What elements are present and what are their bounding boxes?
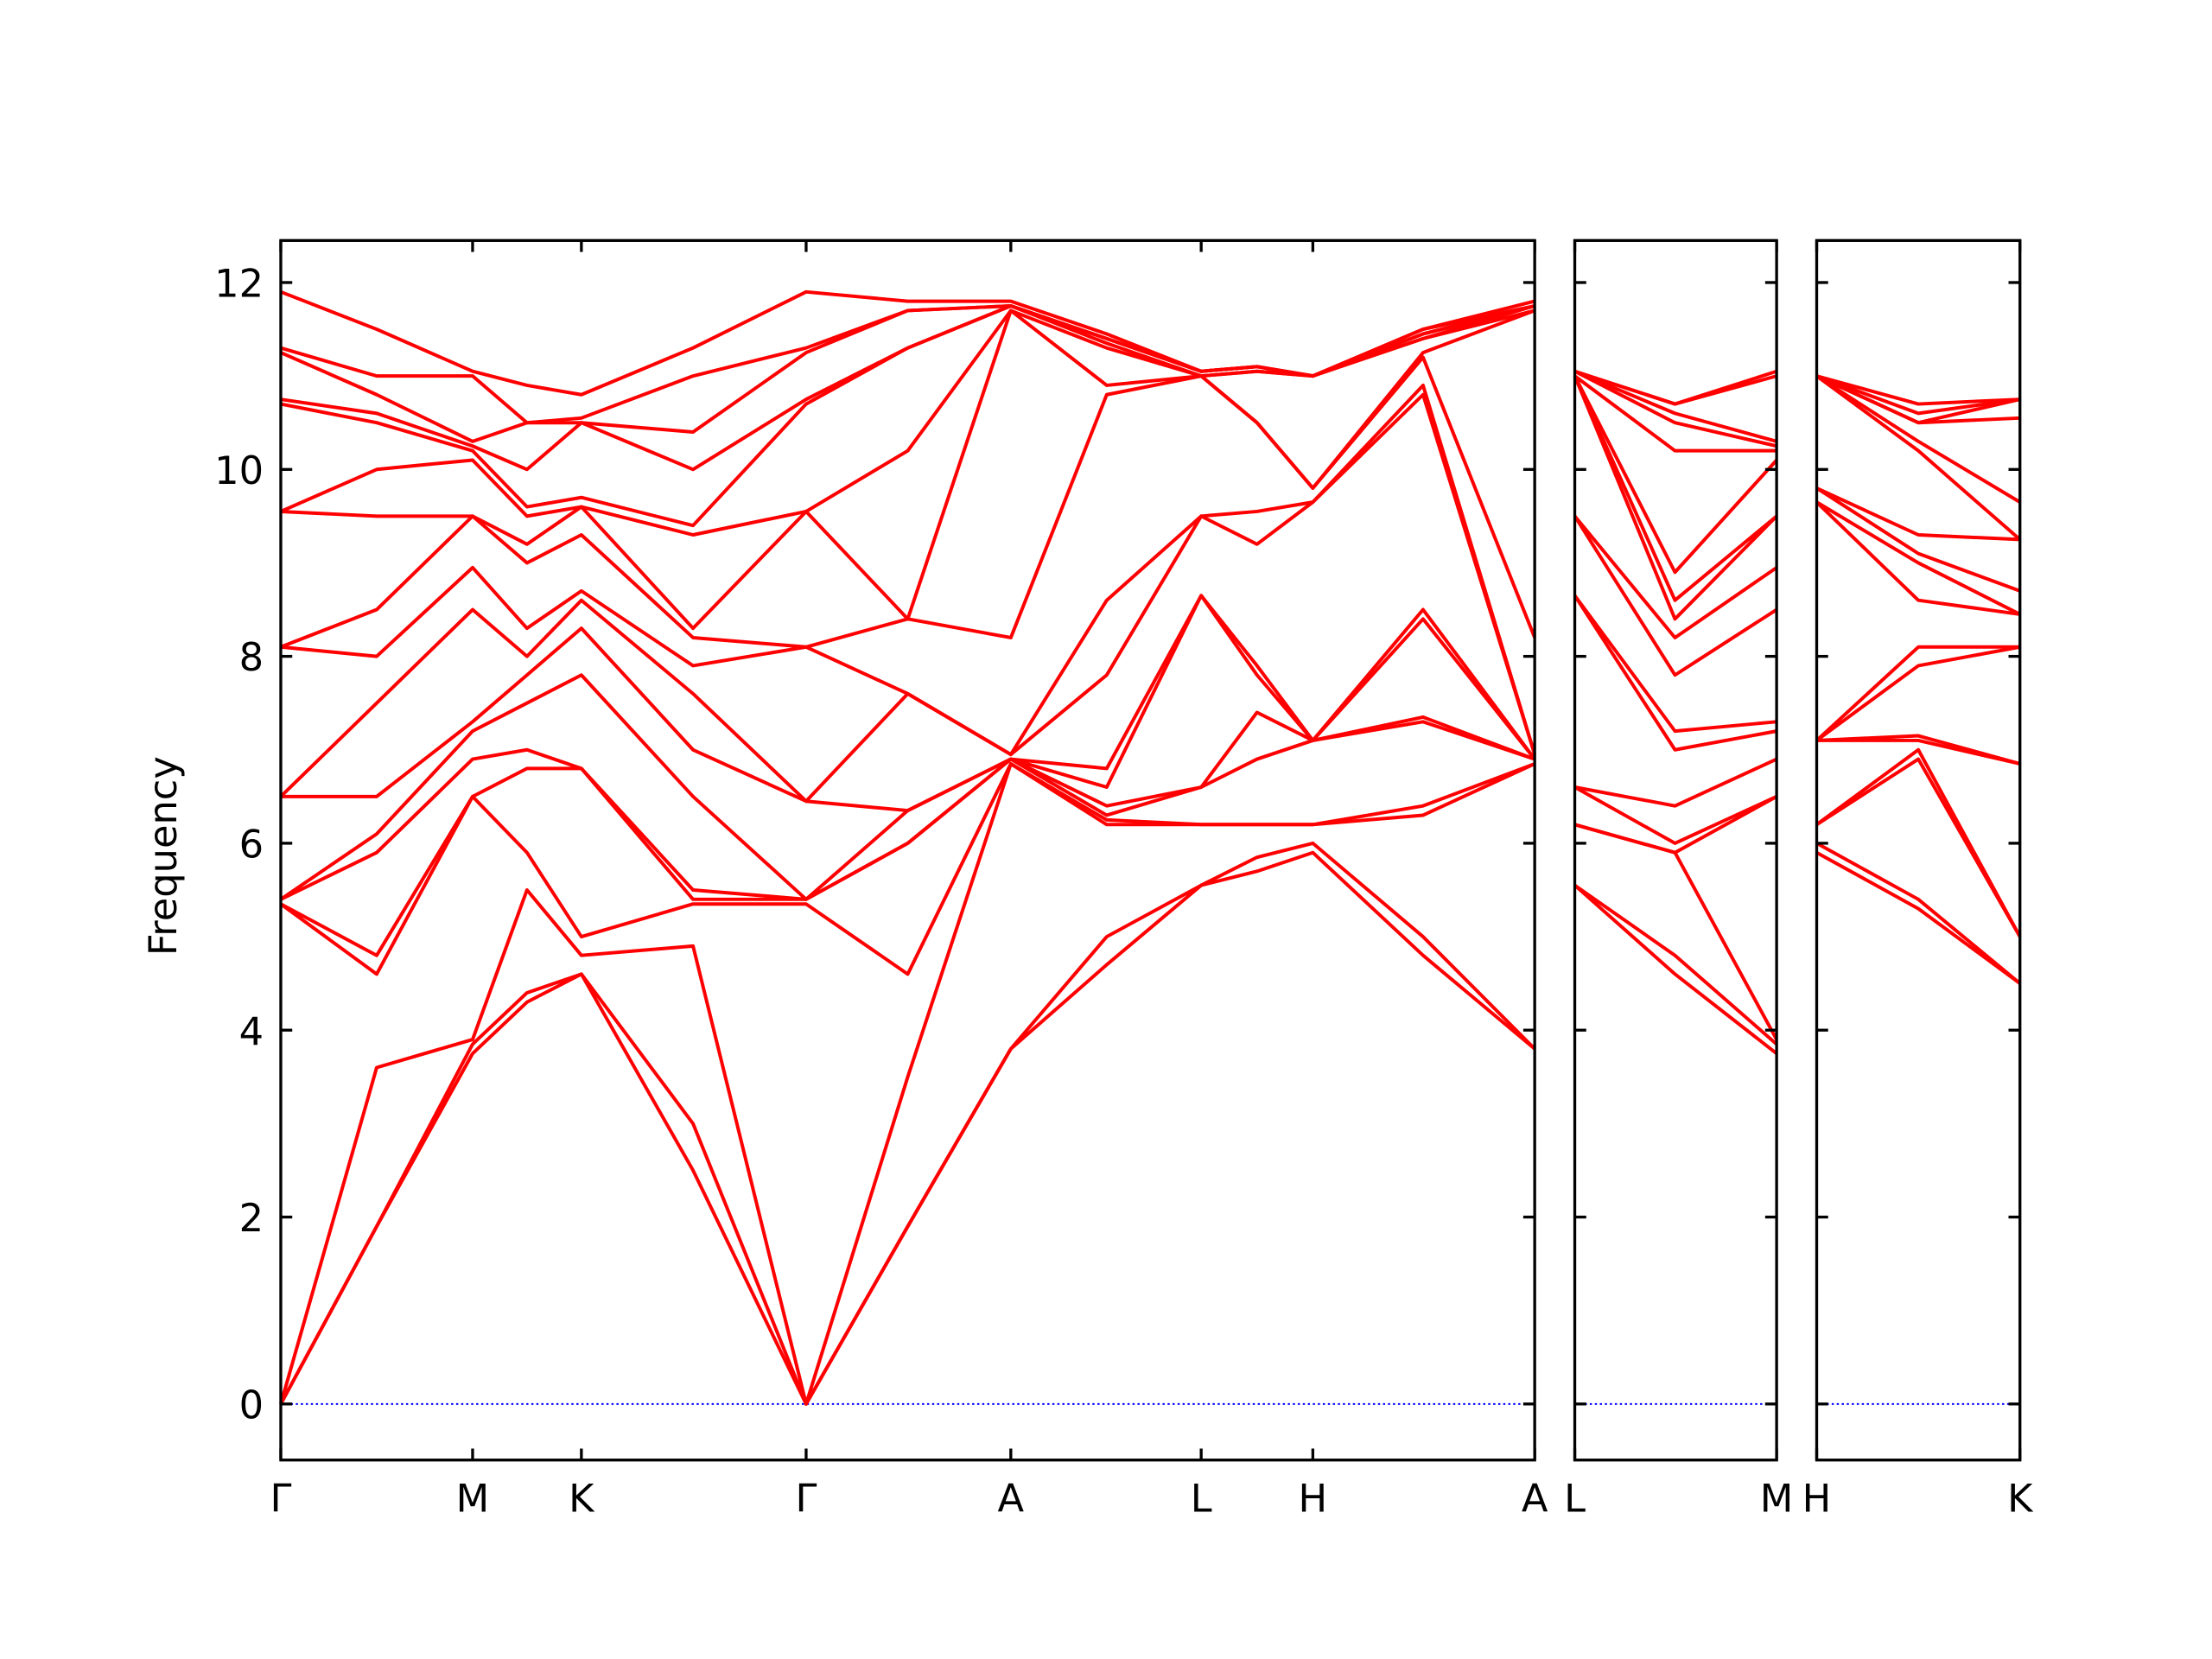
band-line <box>1815 374 2021 504</box>
band-line <box>1815 486 2020 542</box>
x-tick-label: H <box>1299 1475 1328 1521</box>
band-line <box>1573 515 1778 677</box>
band-line <box>1815 645 2020 742</box>
band-line <box>280 710 1535 901</box>
band-line <box>1573 594 1777 752</box>
x-tick-label: A <box>998 1475 1025 1521</box>
band-line <box>1573 785 1777 845</box>
x-tick-label: M <box>456 1475 490 1521</box>
band-line <box>1573 515 1778 639</box>
x-tick-label: A <box>1522 1475 1548 1521</box>
band-line <box>1815 486 2021 593</box>
band-line <box>1815 842 2022 985</box>
band-line <box>280 308 1535 631</box>
band-line <box>279 761 1535 976</box>
y-axis-label: Frequency <box>140 756 186 956</box>
band-line <box>1815 850 2021 985</box>
band-line <box>1574 795 1778 855</box>
y-tick-label: 12 <box>214 261 264 307</box>
plot-frame <box>1573 238 1778 1462</box>
band-line <box>280 594 1536 813</box>
y-tick-label: 0 <box>239 1382 264 1427</box>
band-line <box>1815 500 2021 616</box>
x-tick-label: Γ <box>795 1475 817 1521</box>
y-tick-label: 2 <box>239 1195 264 1241</box>
band-line <box>1815 500 2021 616</box>
band-line <box>1573 884 1778 1055</box>
x-tick-label: H <box>1802 1475 1832 1521</box>
x-tick-label: L <box>1564 1475 1586 1521</box>
band-line <box>1573 375 1778 602</box>
band-line <box>279 841 1536 1406</box>
band-line <box>1573 594 1777 734</box>
band-line <box>1815 374 2021 425</box>
band-line <box>1573 375 1778 621</box>
band-line <box>1574 757 1777 808</box>
band-line <box>1815 645 2021 742</box>
band-line <box>1815 374 2020 406</box>
plot-frame <box>279 238 1536 1462</box>
x-tick-label: K <box>2007 1475 2034 1521</box>
band-line <box>1573 375 1778 575</box>
x-tick-label: L <box>1191 1475 1212 1521</box>
band-line <box>1815 374 2021 416</box>
y-tick-label: 6 <box>239 821 264 867</box>
x-tick-label: Γ <box>270 1475 292 1521</box>
band-line <box>1573 883 1778 1046</box>
y-tick-label: 10 <box>214 448 264 493</box>
band-line <box>1573 369 1777 406</box>
band-line <box>280 383 1537 757</box>
band-line <box>280 289 1535 397</box>
band-line <box>1816 734 2021 766</box>
band-line <box>1573 369 1777 448</box>
x-tick-label: M <box>1760 1475 1794 1521</box>
y-tick-label: 8 <box>239 634 264 680</box>
band-line <box>1815 747 2022 938</box>
plot-frame <box>1815 238 2022 1462</box>
y-tick-label: 4 <box>239 1008 264 1054</box>
band-line <box>1573 374 1777 453</box>
x-tick-label: K <box>569 1475 595 1521</box>
band-line <box>1815 374 2022 541</box>
band-line <box>1573 369 1777 443</box>
